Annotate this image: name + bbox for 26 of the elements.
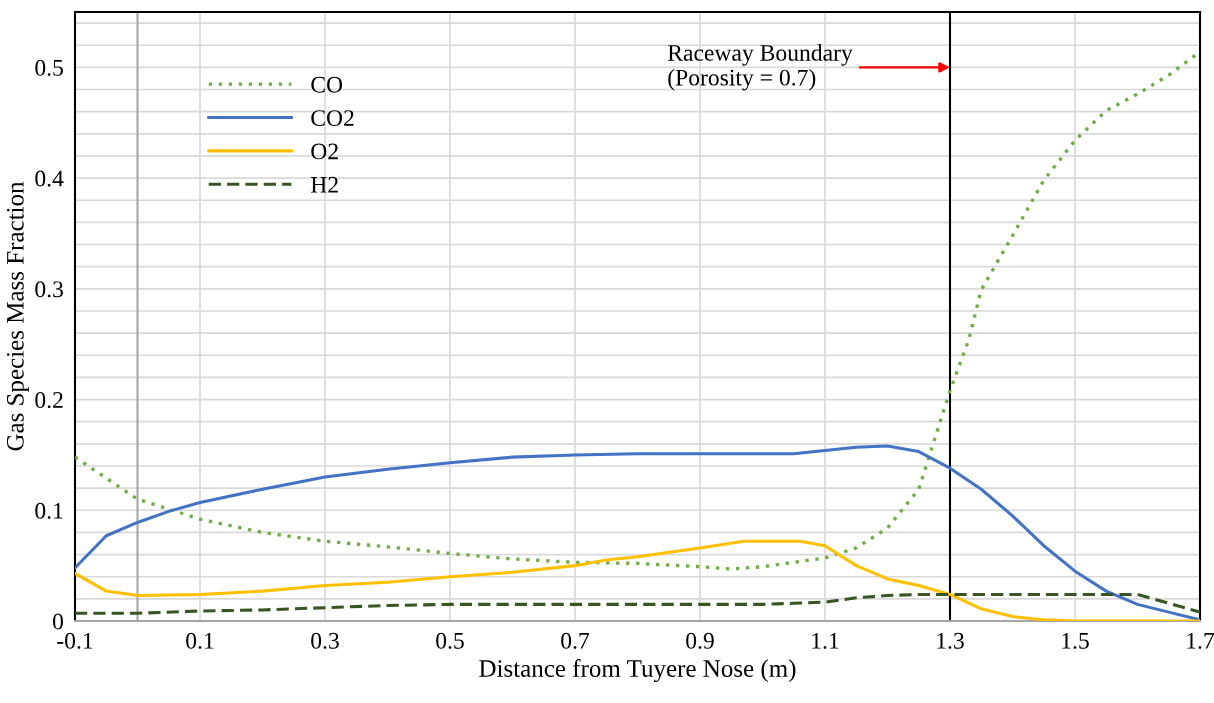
x-tick-label: -0.1 xyxy=(57,632,93,649)
y-tick-label: 0.5 xyxy=(35,59,63,76)
y-tick-label: 0.1 xyxy=(35,502,63,519)
x-tick-label: 1.5 xyxy=(1062,632,1089,649)
y-tick-label: 0 xyxy=(52,613,63,630)
x-tick-label: 0.3 xyxy=(311,632,339,649)
x-tick-label: 0.7 xyxy=(561,632,590,649)
y-tick-label: 0.4 xyxy=(35,170,64,187)
y-tick-label: 0.2 xyxy=(35,392,63,409)
x-tick-label: 1.3 xyxy=(937,632,964,649)
x-tick-label: 0.5 xyxy=(436,632,464,649)
x-tick-label: 0.1 xyxy=(186,632,214,649)
x-axis-title: Distance from Tuyere Nose (m) xyxy=(479,659,796,683)
line-series xyxy=(75,444,1200,621)
y-tick-label: 0.3 xyxy=(35,281,63,298)
legend-label: CO xyxy=(311,76,343,93)
legend-label: H2 xyxy=(310,176,338,193)
annotation: Raceway Boundary (Porosity = 0.7) xyxy=(667,44,853,91)
line-series xyxy=(75,592,1200,615)
y-axis-title: Gas Species Mass Fraction xyxy=(6,181,29,451)
x-tick-label: 0.9 xyxy=(686,632,714,649)
x-tick-label: 1.7 xyxy=(1187,632,1214,649)
legend-label: O2 xyxy=(311,143,338,160)
x-tick-label: 1.1 xyxy=(812,632,839,649)
line-series xyxy=(75,539,1200,621)
legend-label: CO2 xyxy=(311,110,354,126)
